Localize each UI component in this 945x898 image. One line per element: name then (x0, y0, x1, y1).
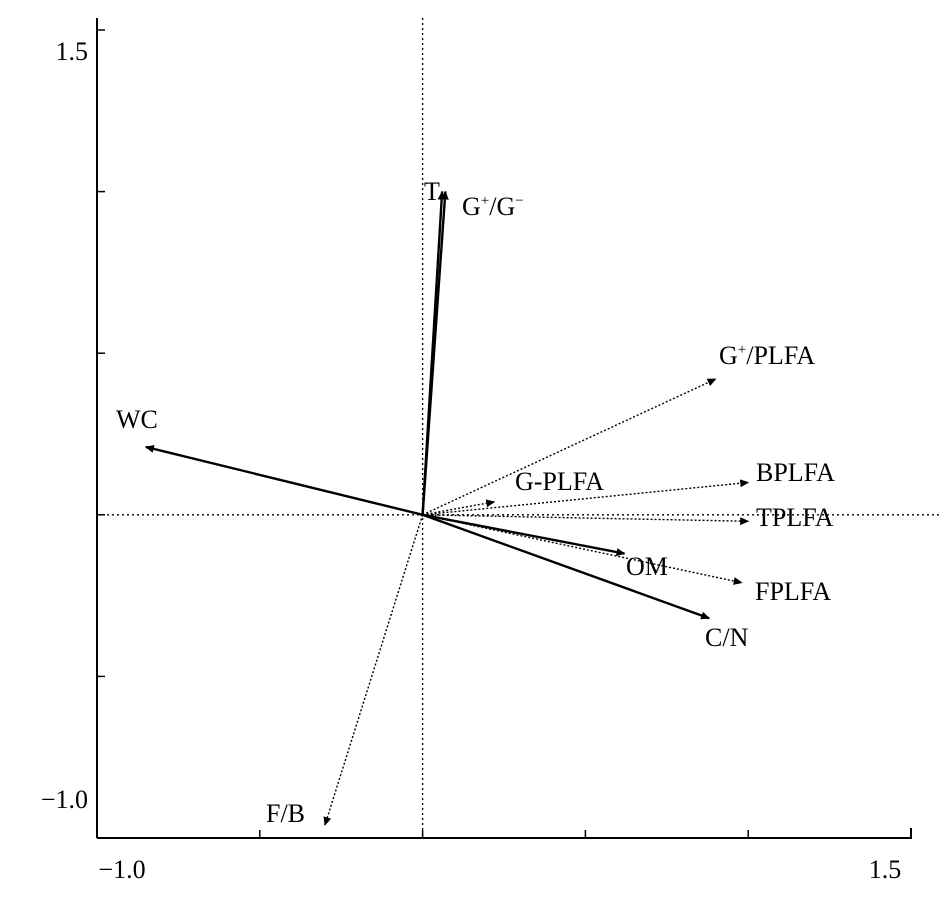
axis-ticks (96, 29, 912, 839)
vector-wc (144, 444, 423, 516)
vector-label-t: T (424, 177, 440, 206)
vector-label-g-plfa: G-PLFA (515, 467, 604, 496)
vectors-layer (144, 190, 750, 827)
vector-label-wc: WC (116, 405, 158, 434)
vector-label-bplfa: BPLFA (756, 458, 835, 487)
y-tick-label-top: 1.5 (56, 37, 89, 66)
vector-label-fb: F/B (266, 799, 305, 828)
y-tick-label-bottom: −1.0 (41, 785, 88, 814)
vector-g-plfa (422, 499, 496, 516)
x-tick-label-left: −1.0 (98, 855, 145, 884)
vector-om (422, 513, 626, 557)
vector-tplfa (422, 514, 750, 526)
vector-label-fplfa: FPLFA (755, 577, 831, 606)
vector-label-g-ratio: G+/G− (462, 192, 524, 221)
vector-label-gplus-plfa: G+/PLFA (719, 341, 815, 370)
vector-c-n (422, 513, 711, 620)
vector-labels: T G+/G− G+/PLFA WC G-PLFA BPLFA TPLFA OM… (116, 177, 835, 828)
vector-label-cn: C/N (705, 623, 749, 652)
vector-g-g- (421, 190, 449, 515)
vector-f-b (323, 514, 424, 827)
vector-g-plfa (422, 378, 717, 516)
x-tick-label-right: 1.5 (869, 855, 902, 884)
vector-bplfa (422, 479, 750, 516)
vector-label-om: OM (626, 552, 668, 581)
vector-label-tplfa: TPLFA (756, 503, 834, 532)
